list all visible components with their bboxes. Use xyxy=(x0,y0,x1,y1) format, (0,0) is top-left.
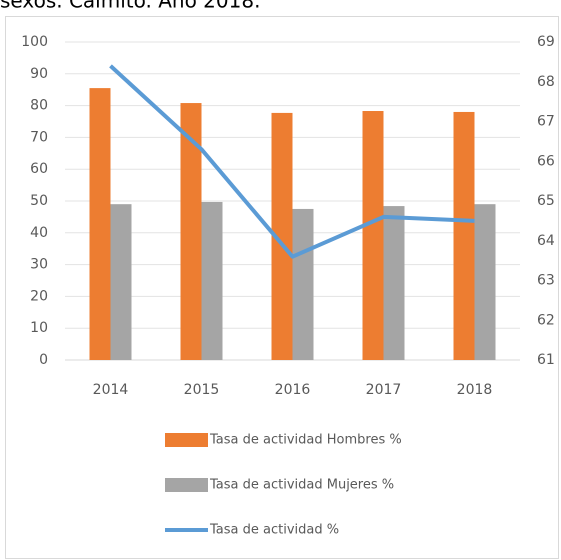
y-tick-label: 10 xyxy=(30,320,48,336)
y-tick-label: 100 xyxy=(21,34,48,50)
y-tick-label: 20 xyxy=(30,288,48,304)
y2-tick-label: 66 xyxy=(537,153,555,169)
y2-tick-label: 63 xyxy=(537,273,555,289)
y-tick-label: 50 xyxy=(30,193,48,209)
y2-tick-label: 62 xyxy=(537,312,555,328)
y2-tick-label: 68 xyxy=(537,74,555,90)
y-tick-label: 70 xyxy=(30,129,48,145)
y-tick-label: 90 xyxy=(30,66,48,82)
bar xyxy=(383,206,405,360)
bar xyxy=(271,112,293,360)
chart-frame xyxy=(5,16,559,559)
bar xyxy=(180,103,202,360)
y2-tick-label: 69 xyxy=(537,34,555,50)
y2-tick-label: 67 xyxy=(537,114,555,130)
x-tick-label: 2016 xyxy=(275,382,311,398)
bar xyxy=(474,204,496,360)
chart-title: sexos. Caimito. Año 2018. xyxy=(0,0,260,13)
x-tick-label: 2015 xyxy=(184,382,220,398)
line xyxy=(109,64,475,259)
y-tick-label: 80 xyxy=(30,98,48,114)
y-tick-label: 40 xyxy=(30,225,48,241)
y-tick-label: 30 xyxy=(30,257,48,273)
bar xyxy=(362,111,384,360)
y2-tick-label: 64 xyxy=(537,233,555,249)
y2-tick-label: 61 xyxy=(537,352,555,368)
y-tick-label: 60 xyxy=(30,161,48,177)
x-tick-label: 2017 xyxy=(366,382,402,398)
y2-tick-label: 65 xyxy=(537,193,555,209)
bar xyxy=(201,201,223,360)
y-tick-label: 0 xyxy=(39,352,48,368)
legend-swatch xyxy=(165,433,208,447)
legend-label: Tasa de actividad Mujeres % xyxy=(209,478,394,493)
legend-label: Tasa de actividad % xyxy=(209,523,339,538)
legend-swatch xyxy=(165,478,208,492)
legend-label: Tasa de actividad Hombres % xyxy=(209,433,402,448)
bar xyxy=(110,204,132,360)
bar xyxy=(453,111,475,361)
bar xyxy=(292,208,314,360)
bar xyxy=(89,88,111,361)
x-tick-label: 2014 xyxy=(93,382,129,398)
x-tick-label: 2018 xyxy=(457,382,493,398)
